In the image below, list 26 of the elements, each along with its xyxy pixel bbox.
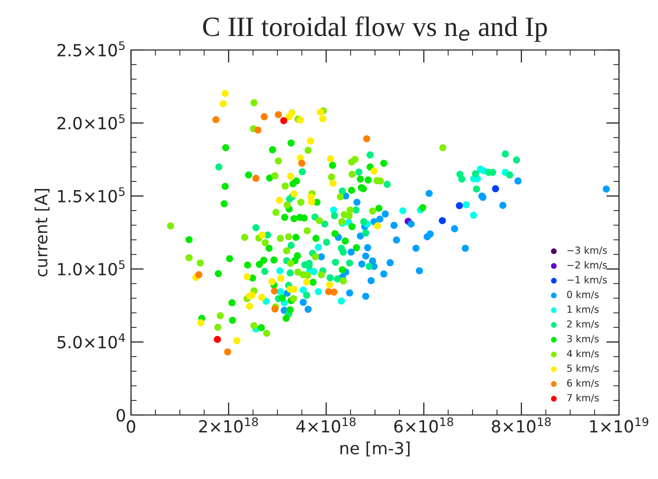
- x-tick-label: 6×10$^{18}$: [394, 417, 454, 433]
- y-tick-label: 2.0×10$^{5}$: [58, 114, 125, 130]
- legend-label: 6 km/s: [567, 379, 599, 388]
- legend-label: 5 km/s: [567, 364, 599, 373]
- chart-title: C III toroidal flow vs n$_{e}$ and Ip: [203, 16, 547, 42]
- y-axis-title: current [A]: [34, 189, 50, 276]
- legend-label: 4 km/s: [566, 350, 599, 358]
- legend-label: 2 km/s: [567, 320, 599, 328]
- y-tick-label: 1.0×10$^{5}$: [58, 260, 125, 276]
- y-tick-label: 2.5×10$^{5}$: [58, 41, 125, 56]
- y-tick-label: 5.0×10$^{4}$: [58, 333, 125, 348]
- y-tick-label: 0: [116, 408, 126, 422]
- legend-label: −2 km/s: [568, 261, 607, 270]
- legend-label: 1 km/s: [568, 305, 599, 314]
- y-tick-label: 1.5×10$^{5}$: [58, 187, 125, 202]
- x-tick-label: 8×10$^{18}$: [492, 417, 551, 433]
- legend-label: −1 km/s: [568, 276, 607, 284]
- legend-label: −3 km/s: [568, 246, 607, 255]
- x-tick-label: 1×10$^{19}$: [590, 417, 648, 433]
- x-tick-label: 0: [126, 420, 136, 433]
- x-axis-title: ne [m-3]: [340, 442, 410, 456]
- legend-label: 3 km/s: [567, 334, 599, 344]
- legend-label: 7 km/s: [567, 394, 599, 402]
- legend-label: 0 km/s: [567, 290, 599, 299]
- x-tick-label: 4×10$^{18}$: [296, 417, 356, 433]
- x-tick-label: 2×10$^{18}$: [199, 417, 258, 433]
